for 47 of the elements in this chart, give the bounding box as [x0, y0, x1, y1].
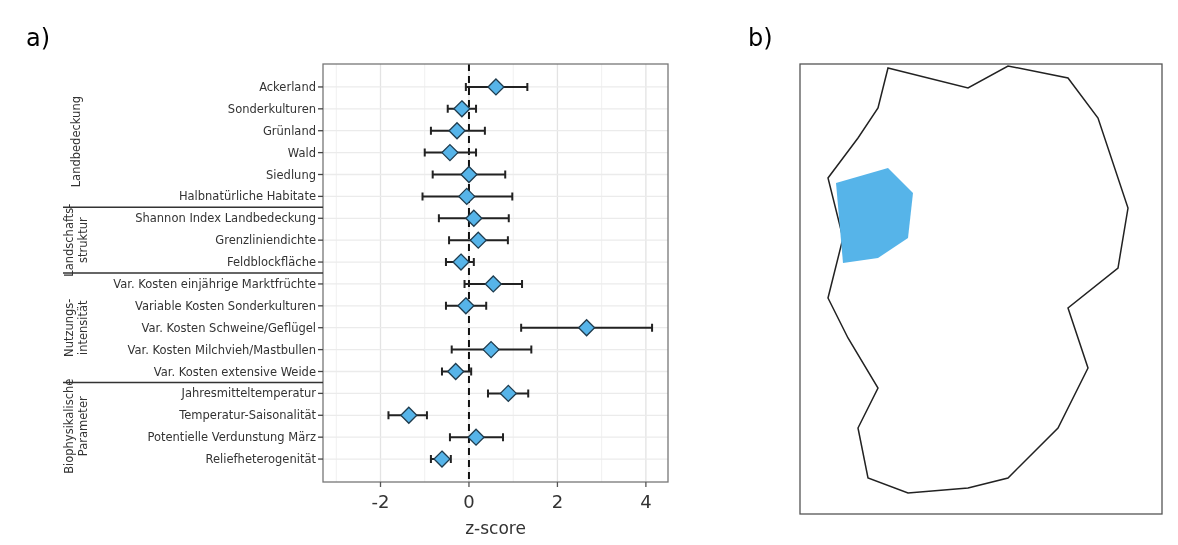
point [441, 143, 459, 162]
y-tick-label: Grenzliniendichte [215, 233, 316, 248]
y-tick-label: Temperatur-Saisonalität [178, 408, 317, 423]
x-tick-label: 0 [463, 491, 475, 512]
y-tick-label: Potentielle Verdunstung März [147, 430, 316, 445]
point [465, 209, 483, 227]
point [487, 78, 505, 96]
y-tick-label: Var. Kosten extensive Weide [153, 364, 316, 379]
point [453, 100, 471, 118]
point [469, 231, 487, 249]
y-tick-label: Halbnatürliche Habitate [178, 189, 316, 204]
y-tick-label: Siedlung [266, 167, 316, 182]
y-tick-label: Grünland [262, 123, 316, 138]
text: Landbedeckung [69, 96, 83, 188]
point [447, 362, 465, 381]
y-tick-label: Feldblockfläche [226, 255, 316, 270]
point [460, 165, 478, 184]
text: Landschafts- struktur [62, 203, 90, 277]
y-tick-label: Reliefheterogenität [205, 452, 317, 467]
y-tick-label: Var. Kosten Schweine/Geflügel [141, 320, 316, 335]
point [467, 428, 485, 446]
y-tick-label: Sonderkulturen [227, 101, 316, 116]
point [484, 275, 502, 293]
point [458, 187, 476, 206]
point [400, 406, 418, 424]
point [452, 253, 470, 271]
x-tick-label: 4 [640, 491, 652, 512]
point [433, 450, 451, 468]
y-tick-label: Wald [287, 145, 316, 160]
text: Nutzungs- intensität [62, 298, 90, 357]
point [499, 384, 517, 403]
x-axis-title: z-score [465, 518, 526, 538]
y-tick-label: Var. Kosten einjährige Marktfrüchte [113, 276, 316, 291]
point [457, 297, 475, 315]
y-tick-label: Variable Kosten Sonderkulturen [135, 298, 316, 313]
point [448, 122, 466, 140]
text: a) [26, 24, 51, 52]
y-tick-label: Shannon Index Landbedeckung [135, 211, 316, 226]
y-tick-label: Jahresmitteltemperatur [180, 386, 317, 401]
text: Biophysikalische Parameter [62, 378, 90, 474]
x-tick-label: -2 [371, 491, 390, 512]
point [482, 340, 500, 359]
y-tick-label: Ackerland [259, 79, 316, 94]
x-tick-label: 2 [551, 491, 564, 512]
y-tick-label: Var. Kosten Milchvieh/Mastbullen [127, 342, 316, 357]
point [577, 319, 596, 337]
text: b) [748, 24, 773, 52]
